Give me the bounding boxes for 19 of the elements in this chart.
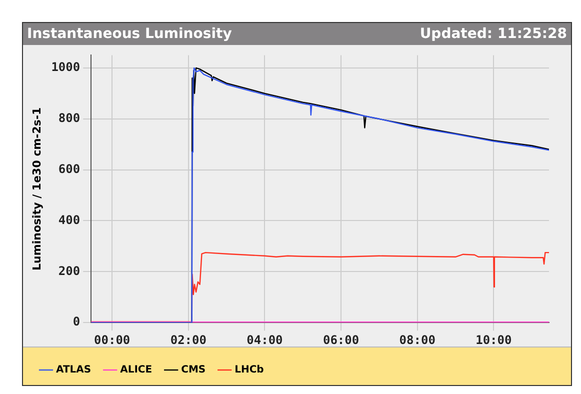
x-tick-label: 00:00 [94, 332, 130, 347]
y-axis-title: Luminosity / 1e30 cm-2s-1 [30, 107, 44, 270]
y-tick-label: 400 [58, 212, 80, 227]
y-tick-label: 1000 [51, 60, 80, 74]
legend-label: CMS [181, 364, 206, 376]
x-tick-label: 10:00 [476, 332, 512, 347]
legend-label: LHCb [234, 364, 264, 376]
chart-title: Instantaneous Luminosity [27, 26, 232, 42]
y-tick-label: 800 [58, 110, 80, 125]
x-tick-label: 02:00 [170, 332, 206, 347]
y-tick-label: 600 [58, 162, 80, 176]
y-tick-label: 0 [72, 314, 80, 329]
y-tick-label: 200 [58, 264, 80, 278]
x-tick-label: 04:00 [246, 332, 283, 347]
chart-subtitle: Updated: 11:25:28 [420, 26, 567, 42]
x-tick-label: 08:00 [399, 332, 436, 347]
legend-label: ATLAS [56, 364, 92, 376]
legend-label: ALICE [120, 364, 152, 376]
x-tick-label: 06:00 [322, 332, 360, 347]
